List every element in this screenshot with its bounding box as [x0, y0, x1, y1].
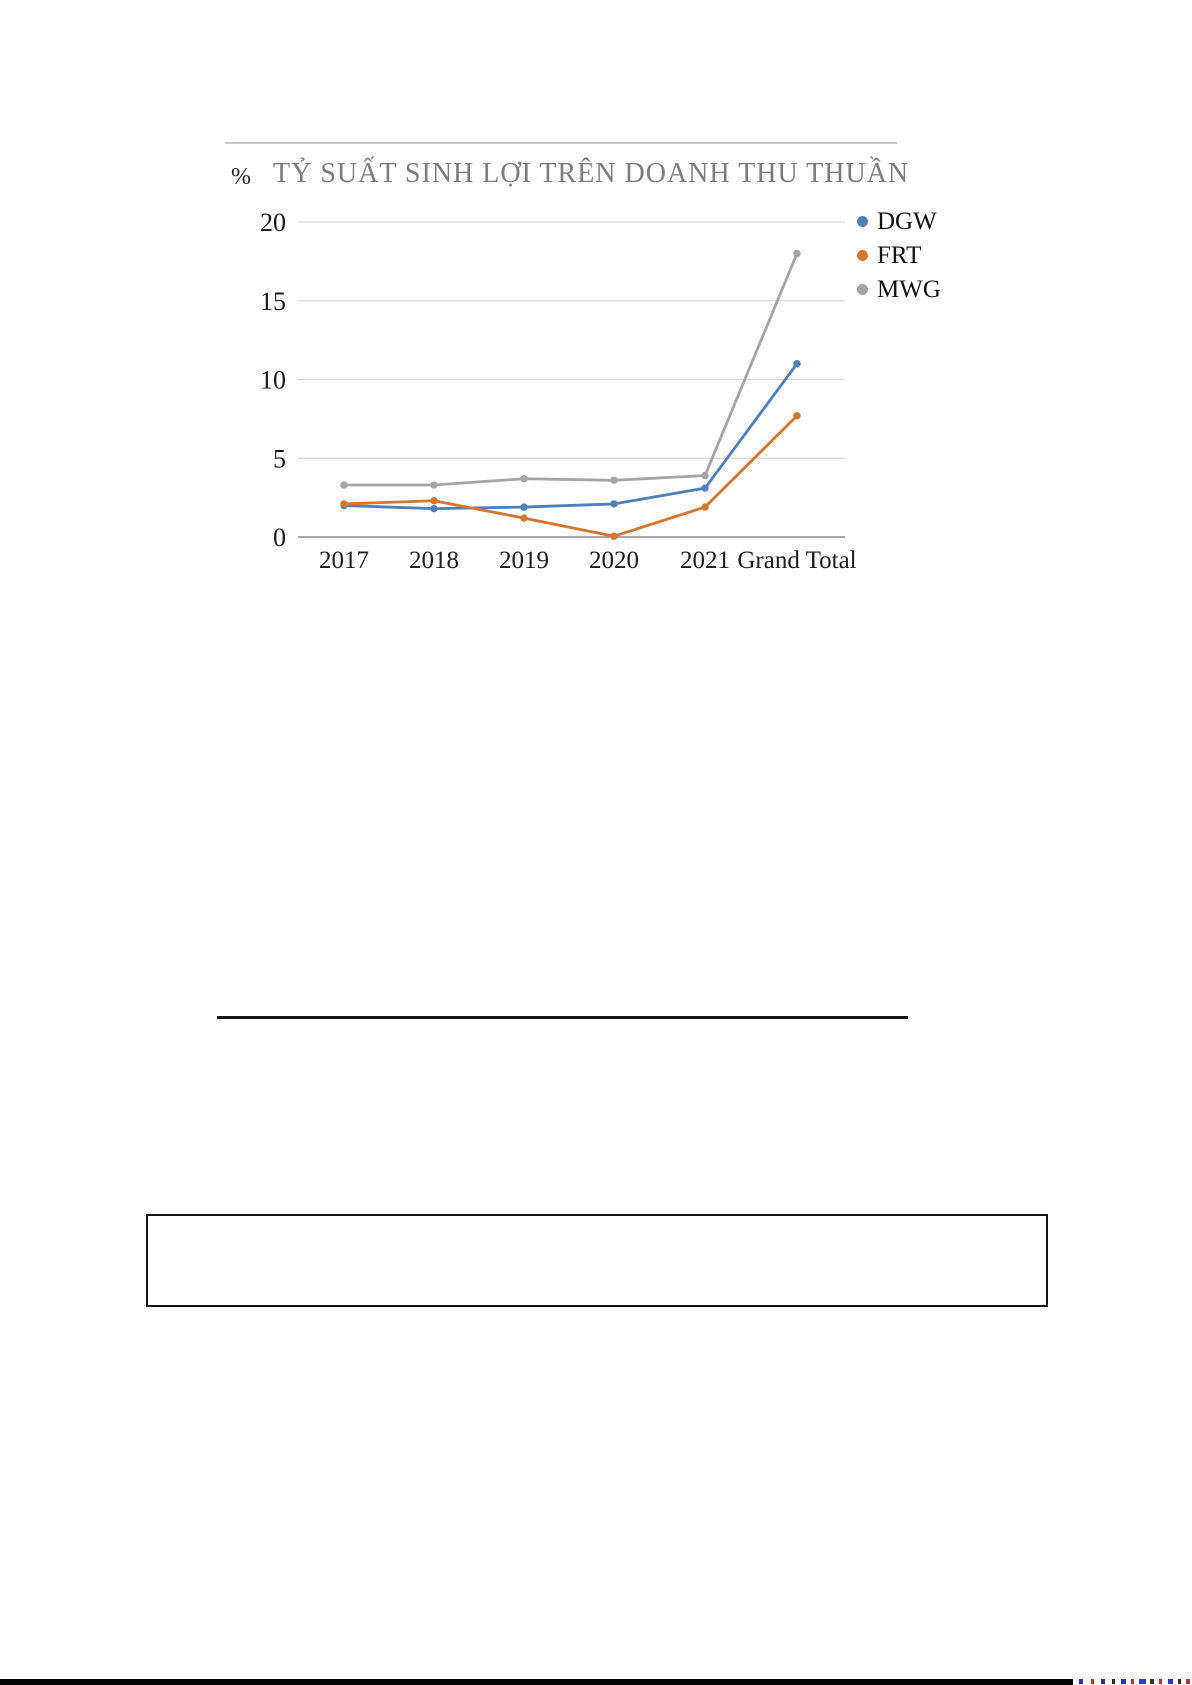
data-point-mwg	[340, 481, 348, 489]
legend-item-mwg: MWG	[857, 272, 941, 306]
y-tick-label: 20	[260, 208, 286, 237]
page-bottom-bar	[0, 1679, 1073, 1685]
legend-dot-icon	[857, 249, 868, 261]
footer-text-fragment	[1168, 1679, 1173, 1684]
x-category-label: 2017	[319, 547, 369, 574]
data-point-dgw	[610, 500, 618, 508]
data-point-mwg	[701, 471, 709, 480]
data-point-mwg	[610, 476, 618, 484]
legend-label: MWG	[877, 275, 941, 303]
legend-label: FRT	[877, 241, 922, 269]
data-point-dgw	[520, 503, 528, 511]
legend-dot-icon	[857, 215, 868, 227]
series-line-frt	[342, 414, 799, 538]
footer-text-fragment	[1150, 1679, 1154, 1684]
legend-label: DGW	[877, 207, 937, 235]
x-category-label: Grand Total	[737, 547, 856, 574]
data-point-frt	[701, 503, 709, 511]
y-axis-unit-label: %	[231, 164, 251, 190]
footer-text-fragment	[1091, 1679, 1094, 1684]
series-line-dgw	[342, 362, 799, 511]
footer-text-fragment	[1131, 1679, 1134, 1684]
footer-text-fragment	[1121, 1679, 1126, 1684]
y-tick-label: 10	[260, 366, 286, 395]
data-point-mwg	[520, 475, 528, 483]
series-line-mwg	[342, 252, 799, 487]
footer-text-fragment	[1139, 1679, 1146, 1684]
x-category-label: 2019	[499, 547, 549, 574]
line-chart-canvas: 0 5 10 15 20 2017 2018 2019 2020 2021 Grand Total	[260, 208, 857, 574]
chart-legend: DGW FRT MWG	[857, 204, 941, 306]
footer-text-fragment	[1186, 1679, 1190, 1684]
data-point-frt	[430, 497, 438, 505]
footer-text-fragment	[1112, 1679, 1115, 1684]
empty-text-box	[146, 1214, 1048, 1307]
y-tick-label: 5	[273, 444, 286, 473]
footer-text-fragment	[1178, 1679, 1181, 1684]
data-point-mwg	[793, 249, 801, 258]
data-point-dgw	[793, 360, 801, 368]
chart-top-border-line	[225, 142, 897, 144]
footer-text-fragment	[1159, 1679, 1162, 1684]
y-tick-label: 0	[273, 523, 286, 552]
y-tick-label: 15	[260, 287, 286, 316]
data-point-frt	[610, 532, 618, 540]
data-point-mwg	[430, 481, 438, 489]
section-divider-line	[217, 1016, 908, 1019]
x-category-label: 2021	[680, 547, 730, 574]
legend-dot-icon	[857, 283, 868, 295]
data-point-frt	[793, 412, 801, 420]
legend-item-frt: FRT	[857, 238, 941, 272]
chart-title: TỶ SUẤT SINH LỢI TRÊN DOANH THU THUẦN	[273, 158, 910, 189]
data-point-frt	[340, 500, 348, 508]
legend-item-dgw: DGW	[857, 204, 941, 238]
x-category-label: 2020	[589, 547, 639, 574]
footer-text-fragment	[1079, 1679, 1083, 1684]
data-point-dgw	[701, 484, 709, 492]
x-category-label: 2018	[409, 547, 459, 574]
data-point-dgw	[430, 504, 438, 513]
data-point-frt	[520, 514, 528, 522]
footer-text-fragment	[1101, 1679, 1105, 1684]
